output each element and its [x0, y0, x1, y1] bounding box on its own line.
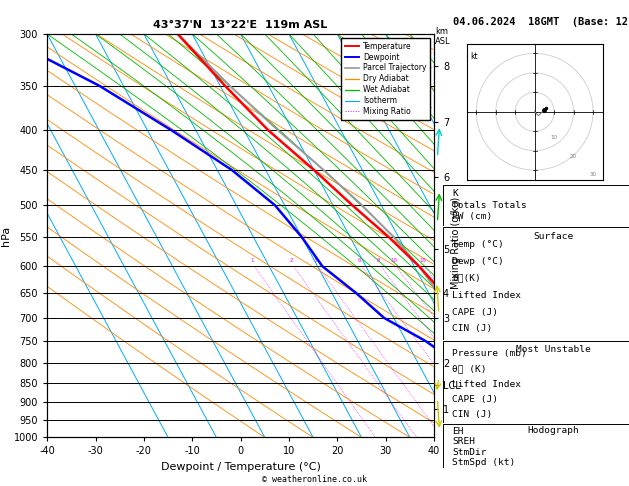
Text: 30: 30 — [589, 172, 596, 177]
Text: CIN (J): CIN (J) — [452, 410, 493, 419]
Y-axis label: hPa: hPa — [1, 226, 11, 246]
Text: 10: 10 — [550, 135, 557, 140]
Text: Surface: Surface — [533, 232, 574, 241]
Text: CAPE (J): CAPE (J) — [452, 395, 498, 404]
Text: Temp (°C): Temp (°C) — [452, 240, 504, 249]
Text: 6: 6 — [358, 259, 361, 263]
Text: Pressure (mb): Pressure (mb) — [452, 349, 527, 358]
Text: 10: 10 — [391, 259, 398, 263]
Text: Dewp (°C): Dewp (°C) — [452, 257, 504, 266]
X-axis label: Dewpoint / Temperature (°C): Dewpoint / Temperature (°C) — [160, 462, 321, 472]
Text: Most Unstable: Most Unstable — [516, 345, 591, 354]
Text: θᴇ (K): θᴇ (K) — [452, 364, 487, 374]
Text: 04.06.2024  18GMT  (Base: 12): 04.06.2024 18GMT (Base: 12) — [454, 17, 629, 27]
Text: km
ASL: km ASL — [435, 27, 451, 46]
Text: Mixing Ratio (g/kg): Mixing Ratio (g/kg) — [451, 197, 461, 289]
Text: CAPE (J): CAPE (J) — [452, 308, 498, 316]
Text: © weatheronline.co.uk: © weatheronline.co.uk — [262, 475, 367, 484]
Text: 2: 2 — [290, 259, 293, 263]
Text: StmSpd (kt): StmSpd (kt) — [452, 458, 516, 467]
Text: SREH: SREH — [452, 437, 476, 446]
Text: kt: kt — [470, 52, 478, 61]
Text: K: K — [452, 189, 458, 198]
Text: EH: EH — [452, 427, 464, 436]
Text: 20: 20 — [570, 155, 577, 159]
Text: PW (cm): PW (cm) — [452, 212, 493, 222]
Text: Lifted Index: Lifted Index — [452, 380, 521, 389]
Text: Lifted Index: Lifted Index — [452, 291, 521, 300]
Text: 8: 8 — [377, 259, 381, 263]
Text: θᴇ(K): θᴇ(K) — [452, 274, 481, 283]
Text: 15: 15 — [419, 259, 426, 263]
Text: StmDir: StmDir — [452, 448, 487, 456]
Text: Hodograph: Hodograph — [528, 426, 579, 435]
Text: CIN (J): CIN (J) — [452, 324, 493, 333]
Legend: Temperature, Dewpoint, Parcel Trajectory, Dry Adiabat, Wet Adiabat, Isotherm, Mi: Temperature, Dewpoint, Parcel Trajectory… — [342, 38, 430, 120]
Title: 43°37'N  13°22'E  119m ASL: 43°37'N 13°22'E 119m ASL — [153, 20, 328, 31]
Text: 1: 1 — [251, 259, 254, 263]
Text: Totals Totals: Totals Totals — [452, 201, 527, 210]
Text: 3: 3 — [314, 259, 318, 263]
